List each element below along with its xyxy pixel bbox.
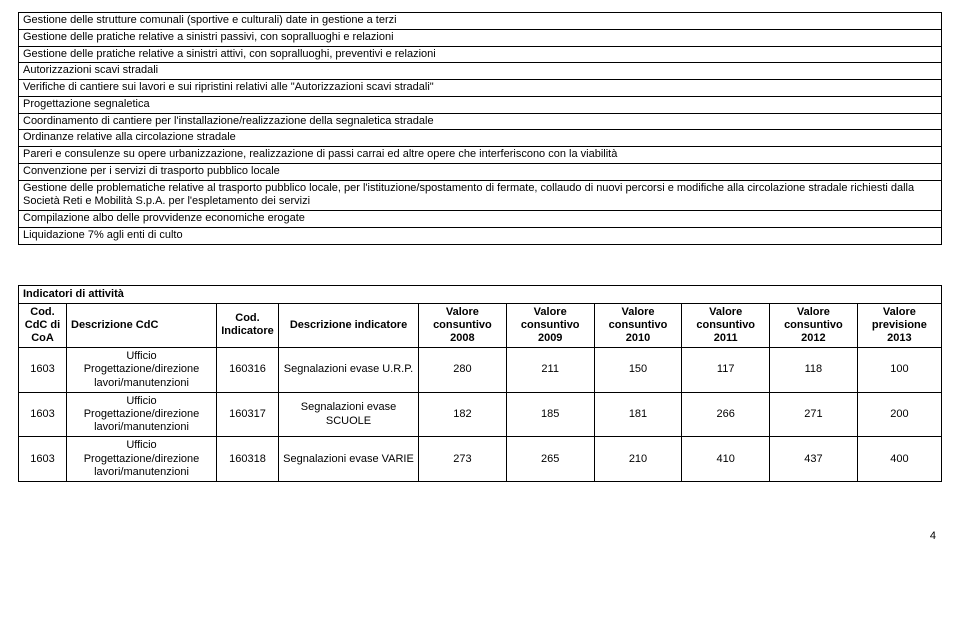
cell-v2008: 182 [419, 392, 507, 437]
cell-desc_cdc: Ufficio Progettazione/direzione lavori/m… [67, 348, 217, 393]
cell-v2008: 273 [419, 437, 507, 482]
hdr-v2012: Valore consuntivo 2012 [770, 303, 858, 348]
cell-v2010: 150 [594, 348, 682, 393]
activities-table: Gestione delle strutture comunali (sport… [18, 12, 942, 245]
activity-row: Compilazione albo delle provvidenze econ… [19, 211, 942, 228]
indicator-row: 1603Ufficio Progettazione/direzione lavo… [19, 437, 942, 482]
hdr-cod-ind: Cod. Indicatore [217, 303, 279, 348]
cell-cod_cdc: 1603 [19, 348, 67, 393]
cell-v2012: 118 [770, 348, 858, 393]
hdr-v2008: Valore consuntivo 2008 [419, 303, 507, 348]
cell-desc_cdc: Ufficio Progettazione/direzione lavori/m… [67, 437, 217, 482]
activity-row: Verifiche di cantiere sui lavori e sui r… [19, 80, 942, 97]
cell-v2012: 271 [770, 392, 858, 437]
activity-row: Pareri e consulenze su opere urbanizzazi… [19, 147, 942, 164]
activity-row: Coordinamento di cantiere per l'installa… [19, 113, 942, 130]
activity-row: Gestione delle pratiche relative a sinis… [19, 46, 942, 63]
cell-v2009: 265 [506, 437, 594, 482]
cell-vprev: 400 [857, 437, 941, 482]
hdr-v2009: Valore consuntivo 2009 [506, 303, 594, 348]
cell-cod_cdc: 1603 [19, 392, 67, 437]
cell-cod_ind: 160316 [217, 348, 279, 393]
cell-v2011: 117 [682, 348, 770, 393]
cell-desc_ind: Segnalazioni evase SCUOLE [279, 392, 419, 437]
cell-v2012: 437 [770, 437, 858, 482]
cell-desc_cdc: Ufficio Progettazione/direzione lavori/m… [67, 392, 217, 437]
activity-row: Gestione delle problematiche relative al… [19, 180, 942, 211]
hdr-desc-cdc: Descrizione CdC [67, 303, 217, 348]
hdr-v2011: Valore consuntivo 2011 [682, 303, 770, 348]
cell-v2011: 266 [682, 392, 770, 437]
hdr-desc-ind: Descrizione indicatore [279, 303, 419, 348]
activity-row: Gestione delle pratiche relative a sinis… [19, 29, 942, 46]
cell-v2009: 185 [506, 392, 594, 437]
cell-desc_ind: Segnalazioni evase U.R.P. [279, 348, 419, 393]
indicators-title: Indicatori di attività [19, 285, 217, 303]
indicators-header-row: Cod. CdC di CoA Descrizione CdC Cod. Ind… [19, 303, 942, 348]
indicators-table: Indicatori di attività Cod. CdC di CoA D… [18, 285, 942, 482]
cell-cod_cdc: 1603 [19, 437, 67, 482]
cell-cod_ind: 160318 [217, 437, 279, 482]
activity-row: Liquidazione 7% agli enti di culto [19, 227, 942, 244]
activity-row: Autorizzazioni scavi stradali [19, 63, 942, 80]
hdr-vprev: Valore previsione 2013 [857, 303, 941, 348]
hdr-cod-cdc: Cod. CdC di CoA [19, 303, 67, 348]
activity-row: Ordinanze relative alla circolazione str… [19, 130, 942, 147]
cell-desc_ind: Segnalazioni evase VARIE [279, 437, 419, 482]
cell-v2010: 181 [594, 392, 682, 437]
page-number: 4 [18, 530, 942, 542]
cell-cod_ind: 160317 [217, 392, 279, 437]
cell-vprev: 200 [857, 392, 941, 437]
activity-row: Progettazione segnaletica [19, 96, 942, 113]
hdr-v2010: Valore consuntivo 2010 [594, 303, 682, 348]
indicator-row: 1603Ufficio Progettazione/direzione lavo… [19, 348, 942, 393]
cell-v2010: 210 [594, 437, 682, 482]
cell-v2011: 410 [682, 437, 770, 482]
activity-row: Gestione delle strutture comunali (sport… [19, 13, 942, 30]
cell-vprev: 100 [857, 348, 941, 393]
activity-row: Convenzione per i servizi di trasporto p… [19, 163, 942, 180]
cell-v2008: 280 [419, 348, 507, 393]
cell-v2009: 211 [506, 348, 594, 393]
indicator-row: 1603Ufficio Progettazione/direzione lavo… [19, 392, 942, 437]
